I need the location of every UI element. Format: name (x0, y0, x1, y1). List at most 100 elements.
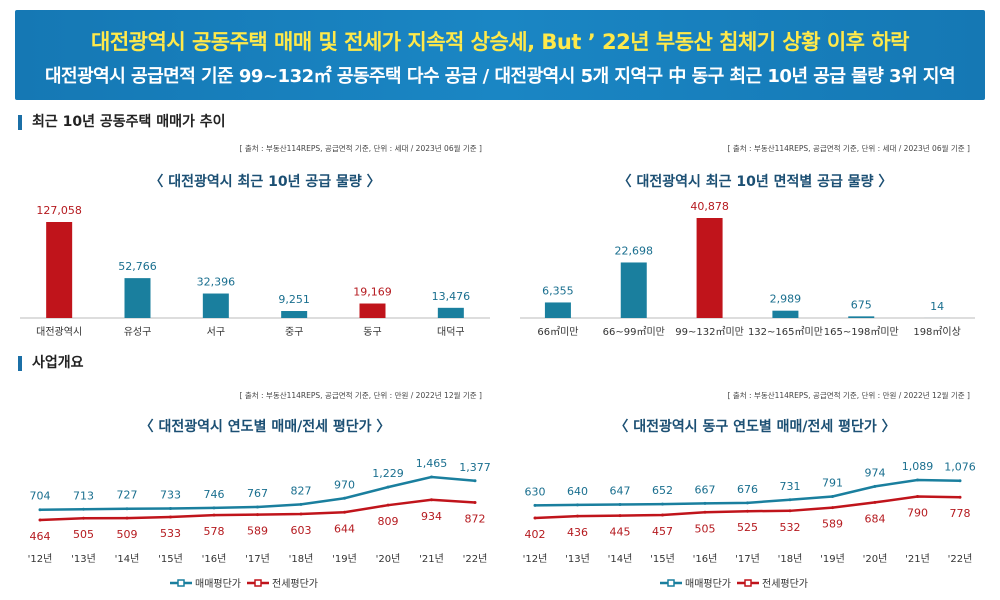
bar (696, 218, 723, 318)
data-label: 733 (160, 488, 181, 501)
data-point (618, 514, 622, 518)
data-label: 872 (465, 512, 486, 525)
bar (202, 293, 229, 318)
data-label: 505 (695, 522, 716, 535)
data-point (873, 500, 877, 504)
data-point (873, 484, 877, 488)
bar-value-label: 19,169 (353, 286, 392, 299)
x-tick-label: 198㎡이상 (913, 326, 961, 338)
data-point (125, 507, 129, 511)
data-label: 578 (204, 525, 225, 538)
legend-label-jeonse: 전세평단가 (272, 579, 318, 590)
x-tick-label: '12년 (523, 553, 548, 565)
bar (46, 222, 73, 318)
data-point (746, 501, 749, 505)
header-banner: 대전광역시 공동주택 매매 및 전세가 지속적 상승세, But ’ 22년 부… (15, 10, 985, 100)
x-tick-label: 132~165㎡미만 (748, 326, 823, 338)
x-tick-label: '18년 (778, 553, 803, 565)
data-point (473, 500, 477, 504)
data-point (299, 512, 303, 516)
data-point (788, 509, 792, 513)
bar (620, 262, 647, 318)
bar (848, 316, 875, 318)
bar-value-label: 22,698 (615, 244, 654, 257)
data-point (386, 503, 390, 507)
x-tick-label: '21년 (905, 553, 930, 565)
section-title-supply: 최근 10년 공동주택 매매가 추이 (18, 115, 226, 130)
data-point (703, 510, 707, 514)
x-tick-label: '22년 (463, 553, 488, 565)
data-point (831, 494, 834, 498)
data-label: 778 (950, 507, 971, 520)
data-point (430, 498, 433, 502)
x-tick-label: '14년 (608, 553, 633, 565)
data-point (169, 506, 172, 510)
x-tick-label: 유성구 (124, 326, 152, 338)
data-label: 402 (525, 528, 546, 541)
legend-1: 매매평단가 전세평단가 (170, 575, 318, 590)
data-point (618, 502, 622, 506)
data-point (82, 516, 85, 520)
data-point (831, 506, 834, 510)
bar (437, 307, 464, 318)
legend-label-jeonse: 전세평단가 (762, 579, 808, 590)
banner-subtitle: 대전광역시 공급면적 기준 99~132㎡ 공동주택 다수 공급 / 대전광역시… (44, 66, 956, 87)
x-tick-label: 66㎡미만 (537, 326, 578, 338)
x-tick-label: 165~198㎡미만 (824, 326, 899, 338)
bar-value-label: 6,355 (542, 284, 574, 297)
x-tick-label: '16년 (693, 553, 718, 565)
data-label: 589 (822, 518, 843, 531)
data-label: 704 (30, 490, 51, 503)
data-point (386, 485, 390, 489)
data-point (473, 479, 477, 483)
bar-value-label: 2,989 (770, 293, 802, 306)
bar-chart-regional-supply: 127,058 대전광역시 52,766 유성구 32,396 서구 9,251 중구 19,1… (20, 204, 490, 338)
data-label: 464 (30, 530, 51, 543)
section-title-overview: 사업개요 (18, 356, 84, 371)
x-tick-label: 중구 (285, 326, 303, 338)
legend-line-jeonse-icon (737, 578, 759, 587)
x-tick-label: '20년 (376, 553, 401, 565)
x-tick-label: '21년 (419, 553, 444, 565)
data-label: 525 (737, 521, 758, 534)
legend-line-sale-icon (660, 578, 682, 587)
data-point (38, 508, 42, 512)
bar-chart-area-supply: 6,355 66㎡미만 22,698 66~99㎡미만 40,878 99~132㎡미만 2… (520, 200, 975, 338)
legend-2: 매매평단가 전세평단가 (660, 575, 808, 590)
x-tick-label: '17년 (735, 553, 760, 565)
chart-title-3: 〈 대전광역시 연도별 매매/전세 평단가 〉 (139, 419, 391, 435)
x-tick-label: '19년 (820, 553, 845, 565)
source-note-2: [ 출처 : 부동산114REPS, 공급면적 기준, 단위 : 세대 / 20… (727, 144, 970, 153)
legend-item-jeonse: 전세평단가 (247, 575, 318, 590)
banner-title: 대전광역시 공동주택 매매 및 전세가 지속적 상승세, But ’ 22년 부… (91, 30, 909, 54)
x-tick-label: '15년 (650, 553, 675, 565)
data-label: 457 (652, 525, 673, 538)
legend-line-sale-icon (170, 578, 192, 587)
source-note-1: [ 출처 : 부동산114REPS, 공급면적 기준, 단위 : 세대 / 20… (239, 144, 482, 153)
series-line-jeonse (534, 495, 961, 520)
data-point (125, 516, 129, 520)
x-tick-label: '20년 (863, 553, 888, 565)
data-point (343, 496, 346, 500)
bar-value-label: 40,878 (690, 200, 729, 213)
data-label: 1,089 (902, 460, 934, 473)
chart-title-4: 〈 대전광역시 동구 연도별 매매/전세 평단가 〉 (614, 419, 896, 435)
data-label: 652 (652, 484, 673, 497)
data-label: 630 (525, 485, 546, 498)
data-label: 532 (780, 521, 801, 534)
legend-item-jeonse: 전세평단가 (737, 575, 808, 590)
data-point (916, 478, 919, 482)
data-point (576, 503, 579, 507)
x-tick-label: '17년 (245, 553, 270, 565)
data-label: 676 (737, 483, 758, 496)
bar-value-label: 52,766 (118, 260, 157, 273)
data-label: 790 (907, 507, 928, 520)
data-label: 809 (378, 515, 399, 528)
x-tick-label: '22년 (948, 553, 973, 565)
data-point (169, 515, 172, 519)
data-label: 713 (73, 489, 94, 502)
data-point (256, 505, 259, 509)
data-point (916, 495, 919, 499)
legend-line-jeonse-icon (247, 578, 269, 587)
bar-value-label: 675 (851, 298, 872, 311)
